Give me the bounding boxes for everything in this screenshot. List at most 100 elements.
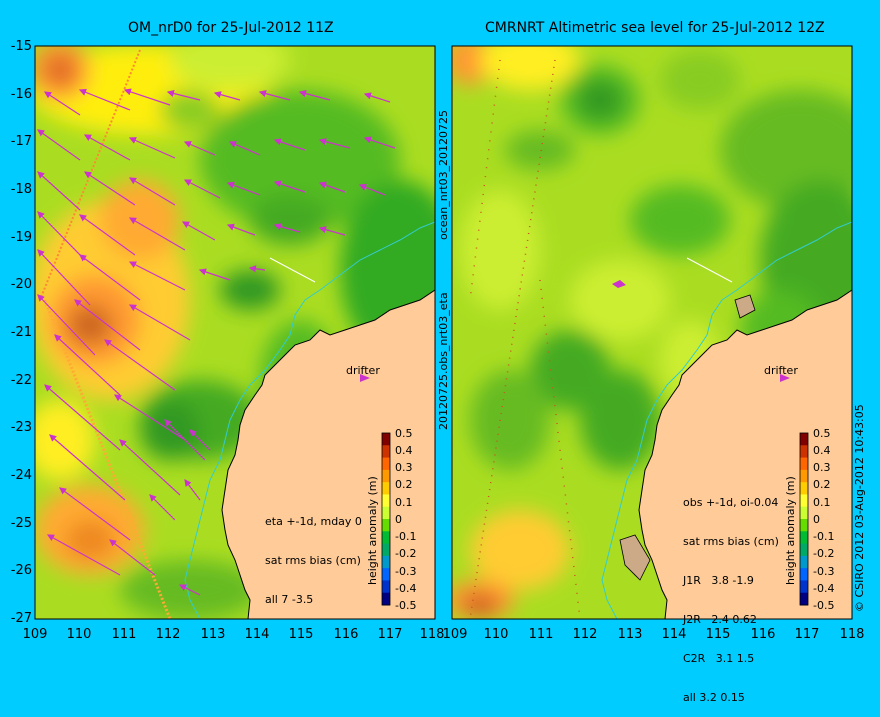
lon-tick: 117: [377, 627, 403, 642]
lat-tick: -18: [10, 182, 32, 197]
left-panel-title: OM_nrD0 for 25-Jul-2012 11Z: [128, 20, 334, 36]
colorbar-band: [800, 445, 808, 459]
colorbar-band: [800, 580, 808, 594]
lon-tick: 112: [155, 627, 181, 642]
colorbar-band: [382, 469, 390, 483]
drifter-marker-right: [780, 374, 790, 382]
colorbar-title-left: height anomaly (m): [366, 476, 379, 585]
colorbar-band: [382, 445, 390, 459]
lat-tick: -21: [10, 325, 32, 340]
right-stats: obs +-1d, oi-0.04 sat rms bias (cm) J1R …: [683, 470, 779, 717]
cbar-tick: 0.2: [813, 478, 831, 491]
colorbar-band: [382, 457, 390, 471]
lat-tick: -22: [10, 373, 32, 388]
lat-tick: -16: [10, 87, 32, 102]
colorbar-band: [800, 543, 808, 557]
left-current-vectors: [37, 88, 396, 596]
colorbar-right: [799, 432, 809, 606]
lon-tick: 109: [22, 627, 48, 642]
cbar-tick: 0: [813, 513, 820, 526]
lon-tick: 117: [794, 627, 820, 642]
cbar-tick: -0.5: [395, 599, 417, 612]
lon-tick: 115: [288, 627, 314, 642]
stats-line: sat rms bias (cm): [683, 535, 779, 548]
lat-tick: -19: [10, 230, 32, 245]
colorbar-band: [800, 531, 808, 545]
lon-tick: 109: [442, 627, 468, 642]
stats-line: obs +-1d, oi-0.04: [683, 496, 779, 509]
colorbar-band: [382, 531, 390, 545]
colorbar-band: [382, 494, 390, 508]
lat-tick: -15: [10, 39, 32, 54]
cbar-tick: -0.2: [813, 547, 835, 560]
colorbar-title-right: height anomaly (m): [784, 476, 797, 585]
colorbar-left: [381, 432, 391, 606]
lon-tick: 115: [705, 627, 731, 642]
lat-tick: -24: [10, 468, 32, 483]
lon-tick: 110: [66, 627, 92, 642]
colorbar-band: [382, 568, 390, 581]
stats-line: eta +-1d, mday 0: [265, 515, 362, 528]
colorbar-band: [800, 506, 808, 520]
stats-line: J1R 3.8 -1.9: [683, 574, 754, 587]
lon-tick: 114: [244, 627, 270, 642]
cbar-tick: -0.1: [395, 530, 417, 543]
colorbar-band: [800, 457, 808, 471]
colorbar-band: [800, 494, 808, 508]
colorbar-band: [382, 555, 390, 569]
lat-tick: -26: [10, 563, 32, 578]
lon-tick: 116: [750, 627, 776, 642]
lon-tick: 113: [617, 627, 643, 642]
cbar-tick: -0.1: [813, 530, 835, 543]
cbar-tick: 0.4: [813, 444, 831, 457]
cbar-tick: 0.5: [813, 427, 831, 440]
cbar-tick: 0.2: [395, 478, 413, 491]
lon-tick: 111: [528, 627, 554, 642]
lat-tick: -20: [10, 277, 32, 292]
lat-tick: -27: [10, 611, 32, 626]
cbar-tick: -0.4: [395, 582, 417, 595]
cbar-tick: 0.3: [395, 461, 413, 474]
colorbar-band: [800, 592, 808, 606]
lon-tick: 113: [200, 627, 226, 642]
maps-canvas: [34, 45, 853, 620]
cbar-tick: 0.5: [395, 427, 413, 440]
lon-tick: 118: [839, 627, 865, 642]
colorbar-band: [800, 482, 808, 495]
drifter-label-right: drifter: [764, 364, 798, 377]
colorbar-band: [382, 519, 390, 532]
stats-line: all 7 -3.5: [265, 593, 314, 606]
right-panel-title: CMRNRT Altimetric sea level for 25-Jul-2…: [485, 20, 825, 36]
stats-line: all 3.2 0.15: [683, 691, 745, 704]
cbar-tick: -0.3: [813, 565, 835, 578]
lat-tick: -25: [10, 516, 32, 531]
colorbar-band: [800, 568, 808, 581]
colorbar-band: [800, 469, 808, 483]
stats-line: J2R 2.4 0.62: [683, 613, 757, 626]
cbar-tick: 0: [395, 513, 402, 526]
stats-line: C2R 3.1 1.5: [683, 652, 755, 665]
lon-tick: 112: [572, 627, 598, 642]
stats-line: sat rms bias (cm): [265, 554, 361, 567]
colorbar-band: [382, 506, 390, 520]
right-map: [452, 46, 852, 619]
cbar-tick: 0.3: [813, 461, 831, 474]
colorbar-band: [382, 433, 390, 446]
cbar-tick: 0.1: [813, 496, 831, 509]
colorbar-band: [800, 555, 808, 569]
colorbar-band: [382, 482, 390, 495]
cbar-tick: 0.1: [395, 496, 413, 509]
colorbar-band: [800, 519, 808, 532]
colorbar-band: [382, 543, 390, 557]
cbar-tick: -0.4: [813, 582, 835, 595]
lat-tick: -23: [10, 420, 32, 435]
cbar-tick: 0.4: [395, 444, 413, 457]
colorbar-band: [382, 592, 390, 606]
colorbar-band: [800, 433, 808, 446]
obs-file-label: 20120725.obs_nrt03_eta: [437, 292, 450, 430]
colorbar-band: [382, 580, 390, 594]
lon-tick: 116: [333, 627, 359, 642]
drifter-marker-left: [360, 374, 370, 382]
lon-tick: 110: [483, 627, 509, 642]
cbar-tick: -0.2: [395, 547, 417, 560]
